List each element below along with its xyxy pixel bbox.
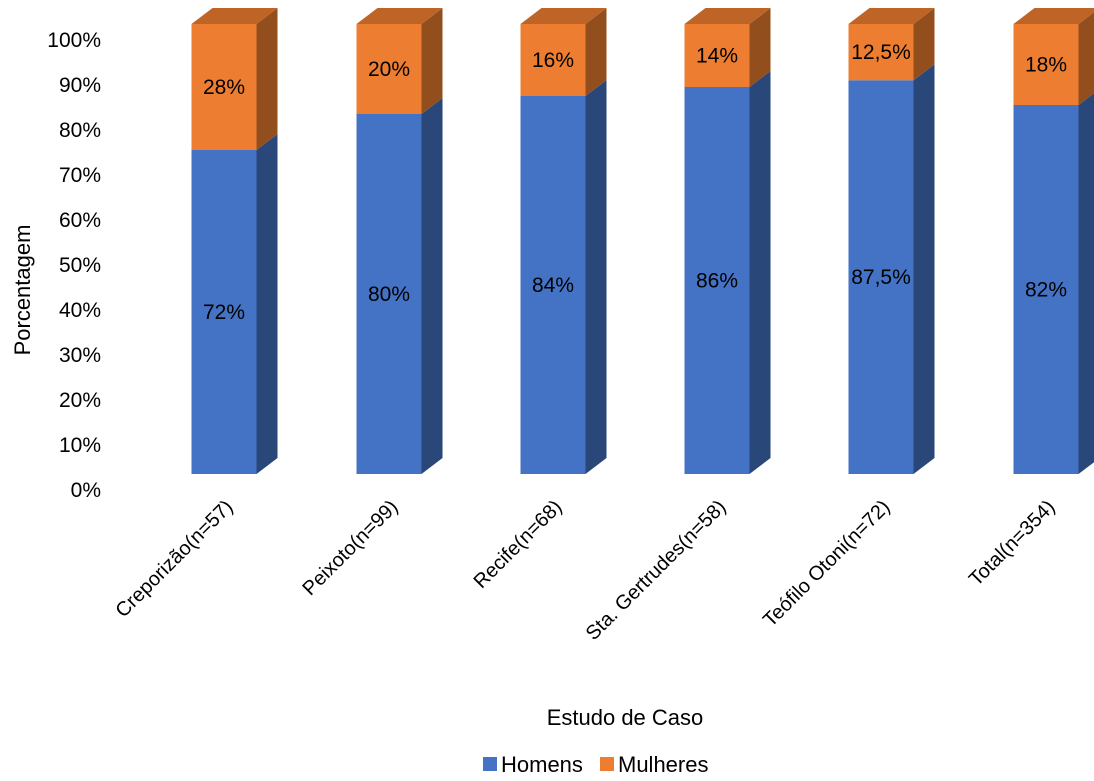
x-category-label: Sta. Gertrudes(n=58) — [582, 496, 731, 645]
data-label-homens: 86% — [696, 270, 738, 293]
data-label-mulheres: 20% — [368, 58, 410, 81]
y-tick-label: 70% — [59, 164, 101, 187]
bar-side-face — [914, 64, 935, 474]
x-category-label: Peixoto(n=99) — [299, 496, 403, 600]
legend-swatch — [600, 757, 614, 771]
bar-side-face — [422, 8, 443, 114]
y-tick-label: 100% — [47, 29, 101, 52]
data-label-mulheres: 16% — [532, 49, 574, 72]
data-label-homens: 84% — [532, 274, 574, 297]
data-labels: 72% 28% 80% 20% 84% 16% 86% 14% 87,5% 12,5% 82% 18% — [203, 41, 1067, 324]
y-tick-label: 80% — [59, 119, 101, 142]
data-label-homens: 82% — [1025, 279, 1067, 302]
x-category-label: Recife(n=68) — [470, 496, 567, 593]
data-label-homens: 72% — [203, 301, 245, 324]
bar-side-face — [1079, 89, 1094, 474]
x-category-label: Teófilo Otoni(n=72) — [759, 496, 894, 631]
x-axis-title: Estudo de Caso — [547, 705, 704, 730]
data-label-mulheres: 28% — [203, 76, 245, 99]
y-tick-label: 0% — [71, 479, 101, 502]
bar-side-face — [422, 98, 443, 474]
y-tick-label: 60% — [59, 209, 101, 232]
data-label-homens: 80% — [368, 283, 410, 306]
bar-side-face — [257, 134, 278, 474]
bars — [192, 8, 1094, 474]
x-category-label: Total(n=354) — [965, 496, 1060, 591]
y-axis-title: Porcentagem — [10, 225, 35, 356]
y-tick-label: 30% — [59, 344, 101, 367]
y-tick-label: 10% — [59, 434, 101, 457]
bar-side-face — [257, 8, 278, 150]
legend-swatch — [483, 757, 497, 771]
legend-label: Mulheres — [618, 752, 708, 776]
x-category-label: Creporizão(n=57) — [112, 496, 238, 622]
bar-side-face — [1079, 8, 1094, 105]
bar-side-face — [586, 80, 607, 474]
data-label-mulheres: 14% — [696, 45, 738, 68]
y-tick-label: 50% — [59, 254, 101, 277]
y-tick-label: 90% — [59, 74, 101, 97]
y-tick-label: 40% — [59, 299, 101, 322]
y-axis-ticks: 0% 10% 20% 30% 40% 50% 60% 70% 80% 90% 100% — [47, 29, 101, 502]
legend-item-mulheres: Mulheres — [600, 752, 708, 776]
data-label-mulheres: 12,5% — [851, 41, 911, 64]
bar-side-face — [750, 71, 771, 474]
y-tick-label: 20% — [59, 389, 101, 412]
legend-item-homens: Homens — [483, 752, 583, 776]
legend: Homens Mulheres — [483, 752, 708, 776]
x-axis-categories: Creporizão(n=57) Peixoto(n=99) Recife(n=68… — [112, 496, 1060, 645]
legend-label: Homens — [501, 752, 583, 776]
data-label-homens: 87,5% — [851, 266, 911, 289]
data-label-mulheres: 18% — [1025, 54, 1067, 77]
